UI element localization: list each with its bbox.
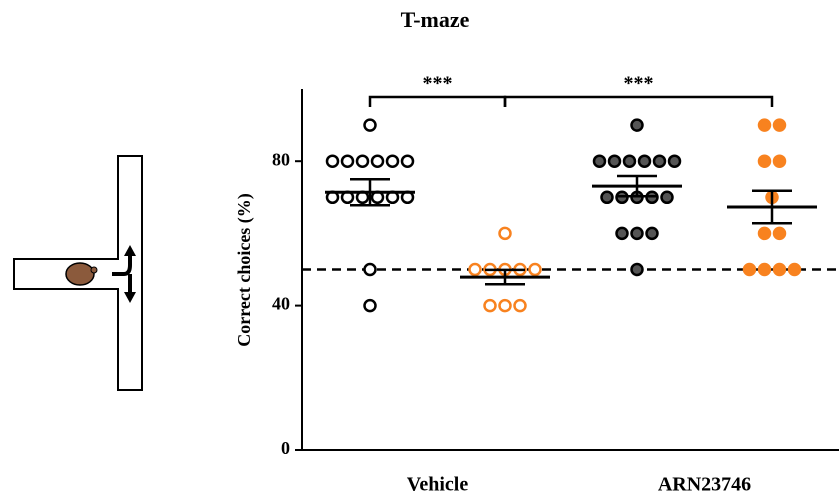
error-bar [617, 174, 657, 198]
data-point [645, 226, 659, 241]
data-point [652, 154, 667, 168]
data-point [600, 190, 614, 205]
data-point [340, 154, 355, 168]
data-point [757, 154, 772, 168]
y-tick-label: 80 [272, 149, 290, 169]
data-point [325, 154, 340, 168]
significance-label: *** [423, 73, 453, 95]
maze-arm [13, 258, 119, 290]
data-point [385, 154, 400, 168]
data-point [630, 262, 644, 277]
data-point [757, 262, 772, 277]
data-point [742, 262, 757, 277]
data-point [370, 154, 385, 168]
data-point [772, 262, 787, 277]
x-tick-label: ARN23746 [658, 474, 751, 496]
error-bar [485, 268, 525, 286]
mouse [65, 262, 95, 286]
data-point [498, 226, 512, 241]
data-point [772, 154, 787, 168]
error-bar [350, 178, 390, 207]
data-point [607, 154, 622, 168]
data-point [355, 154, 370, 168]
t-maze-illustration [13, 155, 143, 391]
data-point [498, 298, 512, 313]
y-tick-label: 0 [281, 438, 290, 458]
data-point [757, 226, 772, 241]
data-point [363, 262, 377, 277]
data-point [528, 262, 542, 277]
data-point [513, 298, 527, 313]
data-point [622, 154, 637, 168]
data-point [772, 118, 787, 132]
data-point [772, 226, 787, 241]
data-point [660, 190, 674, 205]
data-point [757, 118, 772, 132]
data-point [637, 154, 652, 168]
data-point [468, 262, 482, 277]
data-point [630, 226, 644, 241]
data-point [363, 118, 377, 132]
mouse-ear [90, 266, 98, 274]
significance-bracket [368, 95, 507, 107]
data-point [787, 262, 802, 277]
significance-label: *** [624, 73, 654, 95]
data-point [667, 154, 682, 168]
error-bar [752, 189, 792, 225]
chart-title: T-maze [401, 7, 470, 32]
y-tick-label: 40 [272, 294, 290, 314]
data-point [592, 154, 607, 168]
data-point [483, 298, 497, 313]
data-point [400, 154, 415, 168]
y-axis-label: Correct choices (%) [234, 193, 255, 347]
x-tick-label: Vehicle [407, 474, 469, 496]
data-point [363, 298, 377, 313]
data-point [630, 118, 644, 132]
data-point [615, 226, 629, 241]
significance-bracket [503, 95, 774, 107]
